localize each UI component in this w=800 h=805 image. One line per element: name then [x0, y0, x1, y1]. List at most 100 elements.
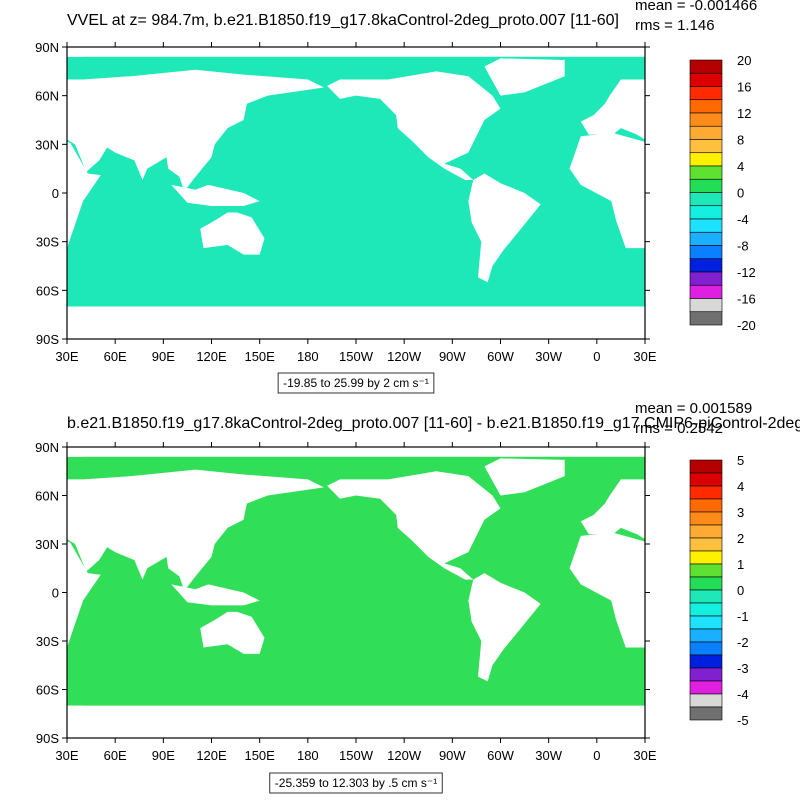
- panel-title: VVEL at z= 984.7m, b.e21.B1850.f19_g17.8…: [67, 12, 619, 29]
- colorbar-box: [689, 654, 723, 669]
- colorbar-box: [689, 485, 723, 500]
- land: [200, 212, 265, 255]
- colorbar-box: [689, 706, 723, 721]
- colorbar-label: 3: [737, 505, 744, 520]
- land: [468, 573, 541, 682]
- lon-label: 30E: [633, 349, 656, 364]
- lat-label: 60S: [36, 683, 59, 698]
- lon-label: 30E: [55, 349, 78, 364]
- range-note: -25.359 to 12.303 by .5 cm s⁻¹: [275, 776, 437, 790]
- lon-label: 120E: [196, 748, 227, 763]
- colorbar-label: -8: [737, 239, 749, 254]
- lat-label: 30S: [36, 235, 59, 250]
- lon-label: 120W: [387, 748, 422, 763]
- colorbar-box: [689, 693, 723, 708]
- land: [67, 541, 101, 648]
- lon-label: 180: [297, 748, 319, 763]
- mean-stat: mean = 0.001589: [635, 400, 752, 417]
- lon-label: 0: [593, 349, 600, 364]
- colorbar-box: [689, 112, 723, 127]
- land: [67, 47, 84, 57]
- lat-label: 60N: [35, 489, 59, 504]
- colorbar-label: -4: [737, 687, 749, 702]
- lon-label: 60W: [487, 349, 514, 364]
- lat-label: 90S: [36, 332, 59, 347]
- colorbar-label: 2: [737, 531, 744, 546]
- lat-label: 0: [52, 186, 59, 201]
- land: [327, 471, 501, 580]
- lat-label: 0: [52, 586, 59, 601]
- land: [67, 47, 645, 57]
- colorbar-box: [689, 550, 723, 565]
- colorbar-label: 5: [737, 453, 744, 468]
- colorbar-box: [689, 667, 723, 682]
- colorbar-box: [689, 563, 723, 578]
- colorbar-box: [689, 72, 723, 87]
- colorbar-label: -5: [737, 713, 749, 728]
- land: [67, 69, 324, 192]
- colorbar-label: -12: [737, 265, 756, 280]
- lon-label: 90E: [152, 748, 175, 763]
- lat-label: 30N: [35, 537, 59, 552]
- colorbar-box: [689, 641, 723, 656]
- lon-label: 90W: [439, 349, 466, 364]
- lon-label: 30E: [633, 748, 656, 763]
- colorbar-box: [689, 99, 723, 114]
- lon-label: 90E: [152, 349, 175, 364]
- colorbar-label: -3: [737, 661, 749, 676]
- colorbar-label: 0: [737, 186, 744, 201]
- lon-label: 30W: [535, 748, 562, 763]
- map: [67, 47, 645, 339]
- colorbar-box: [689, 192, 723, 207]
- colorbar-box: [689, 472, 723, 487]
- land: [67, 447, 84, 457]
- colorbar-label: 8: [737, 133, 744, 148]
- colorbar-box: [689, 680, 723, 695]
- lon-label: 0: [593, 748, 600, 763]
- land: [171, 184, 260, 206]
- colorbar-box: [689, 258, 723, 273]
- colorbar-box: [689, 628, 723, 643]
- land: [569, 132, 645, 249]
- lat-label: 30S: [36, 634, 59, 649]
- lon-label: 30E: [55, 748, 78, 763]
- land: [67, 705, 84, 738]
- lon-label: 60E: [104, 748, 127, 763]
- lon-label: 150W: [339, 748, 374, 763]
- colorbar-box: [689, 152, 723, 167]
- colorbar-box: [689, 125, 723, 140]
- colorbar-label: 0: [737, 583, 744, 598]
- rms-stat: rms = 0.2542: [635, 420, 723, 437]
- colorbar-label: -20: [737, 318, 756, 333]
- colorbar-box: [689, 524, 723, 539]
- lon-label: 60W: [487, 748, 514, 763]
- lat-label: 90N: [35, 40, 59, 55]
- lon-label: 150E: [244, 349, 275, 364]
- land: [67, 306, 645, 339]
- colorbar-label: -1: [737, 609, 749, 624]
- colorbar-box: [689, 205, 723, 220]
- colorbar-box: [689, 602, 723, 617]
- land: [569, 532, 645, 648]
- range-note: -19.85 to 25.99 by 2 cm s⁻¹: [283, 376, 429, 390]
- colorbar-label: 20: [737, 53, 751, 68]
- land: [468, 173, 541, 283]
- lon-label: 150E: [244, 748, 275, 763]
- colorbar-box: [689, 298, 723, 313]
- lat-label: 90S: [36, 731, 59, 746]
- land: [67, 306, 84, 339]
- colorbar-label: -2: [737, 635, 749, 650]
- colorbar-box: [689, 231, 723, 246]
- range-note-box: [277, 372, 435, 394]
- colorbar-box: [689, 589, 723, 604]
- land: [327, 71, 501, 181]
- lon-label: 120E: [196, 349, 227, 364]
- lon-label: 60E: [104, 349, 127, 364]
- rms-stat: rms = 1.146: [635, 17, 715, 34]
- colorbar-box: [689, 537, 723, 552]
- lon-label: 180: [297, 349, 319, 364]
- colorbar-label: 4: [737, 479, 744, 494]
- lat-label: 30N: [35, 137, 59, 152]
- land: [580, 79, 645, 140]
